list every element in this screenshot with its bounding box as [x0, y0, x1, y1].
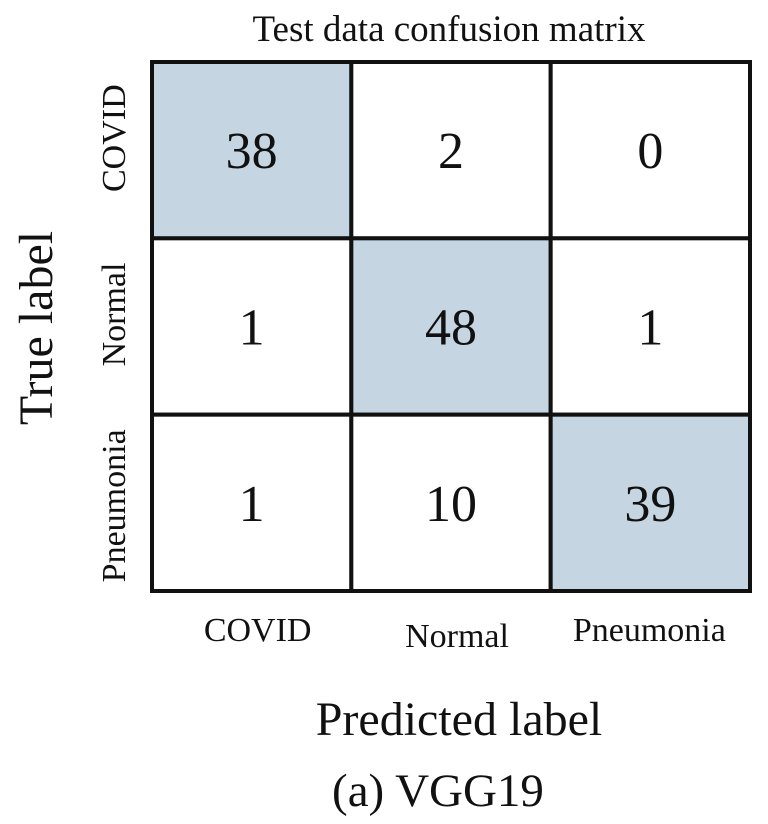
x-tick-label: COVID — [204, 612, 312, 649]
y-tick-label: COVID — [96, 84, 133, 192]
cell-value: 48 — [425, 300, 477, 357]
matrix-border — [150, 60, 752, 593]
chart-title: Test data confusion matrix — [253, 9, 646, 50]
cell-value: 1 — [637, 300, 663, 357]
cell-value: 1 — [239, 476, 265, 533]
cell-value: 38 — [226, 123, 278, 180]
x-tick-label: Pneumonia — [573, 612, 726, 649]
matrix-cell-values: 38 2 0 1 48 1 1 10 39 — [226, 123, 677, 533]
figure-caption: (a) VGG19 — [332, 765, 544, 817]
x-tick-labels: COVID Normal Pneumonia — [204, 612, 726, 655]
x-tick-label: Normal — [405, 618, 509, 655]
cell-value: 39 — [624, 476, 676, 533]
x-axis-label: Predicted label — [316, 693, 603, 746]
matrix-cell-covid-covid — [150, 60, 354, 241]
y-axis-label: True label — [10, 231, 63, 425]
y-tick-labels: COVID Normal Pneumonia — [96, 84, 133, 582]
y-tick-label: Normal — [96, 263, 133, 367]
cell-value: 0 — [637, 123, 663, 180]
y-tick-label: Pneumonia — [96, 429, 133, 582]
cell-value: 2 — [438, 123, 464, 180]
cell-value: 1 — [239, 300, 265, 357]
matrix-cells — [150, 60, 753, 593]
cell-value: 10 — [425, 476, 477, 533]
matrix-cell-pneumonia-normal — [349, 412, 553, 593]
matrix-cell-covid-normal — [349, 60, 553, 241]
matrix-cell-normal-pneumonia — [548, 236, 753, 417]
